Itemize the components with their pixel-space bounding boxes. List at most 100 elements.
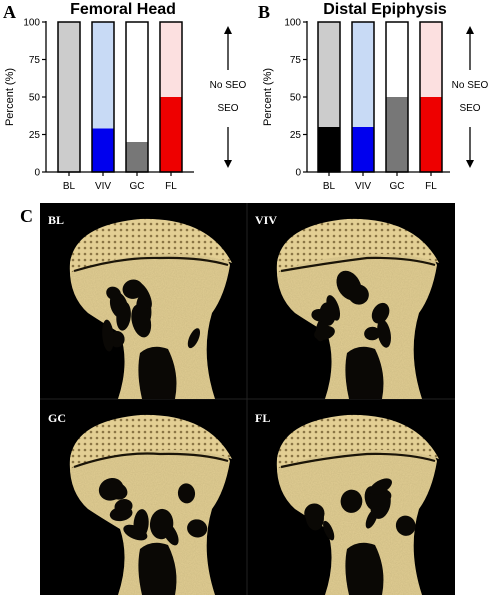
bar-no-seo-gc (386, 22, 408, 97)
marrow-cavity (345, 346, 384, 399)
x-tick-label-fl: FL (425, 181, 437, 192)
arrow-up-icon (466, 26, 474, 34)
trabecular-void (377, 319, 391, 348)
arrow-down-icon (224, 160, 232, 168)
chart-title: Distal Epiphysis (323, 1, 447, 18)
axes-distal-epiphysis: BL VIV GC FL 0 25 50 75 100 (284, 18, 450, 192)
chart-title: Femoral Head (70, 1, 176, 18)
trabecular-void (177, 483, 196, 504)
panel-letter-b: B (258, 2, 270, 22)
trabecular-void (319, 302, 336, 326)
x-tick-label-viv: VIV (95, 181, 111, 192)
x-tick-label-bl: BL (63, 181, 76, 192)
bar-seo-bl (318, 127, 340, 172)
trabecular-void (106, 286, 121, 301)
x-tick-label-gc: GC (130, 181, 145, 192)
bar-no-seo-fl (160, 22, 182, 97)
y-tick-label: 100 (284, 18, 301, 29)
trabecular-void (135, 282, 152, 310)
micro-ct-panel: BL VIV GC FL (40, 203, 455, 595)
image-label-viv: VIV (255, 213, 277, 227)
annotation-seo: SEO (459, 103, 480, 114)
bone-image-fl (276, 414, 439, 595)
x-tick-label-viv: VIV (355, 181, 371, 192)
bone-image-gc (69, 414, 232, 595)
x-tick-label-fl: FL (165, 181, 177, 192)
bar-no-seo-bl (318, 22, 340, 127)
growth-plate (280, 256, 436, 273)
bone-image-viv (276, 218, 439, 399)
y-axis-label: Percent (%) (262, 68, 274, 126)
x-tick-label-gc: GC (390, 181, 405, 192)
image-label-bl: BL (48, 213, 64, 227)
y-tick-label: 75 (290, 55, 302, 66)
trabecular-void (149, 508, 174, 540)
trabecular-void (114, 499, 133, 514)
x-tick-label-bl: BL (323, 181, 336, 192)
y-tick-label: 25 (290, 130, 302, 141)
trabecular-void (305, 503, 324, 531)
y-tick-label: 50 (290, 93, 302, 104)
bar-seo-gc (386, 97, 408, 172)
y-tick-label: 100 (23, 18, 40, 29)
trabecular-void (323, 520, 335, 541)
trabecular-void (369, 478, 392, 495)
trabecular-void (116, 301, 131, 331)
y-tick-label: 25 (29, 130, 41, 141)
bar-seo-gc (126, 142, 148, 172)
trabecular-void (187, 328, 201, 349)
bar-no-seo-viv (92, 22, 114, 129)
bar-no-seo-gc (126, 22, 148, 142)
bar-seo-viv (92, 128, 114, 172)
bars-distal-epiphysis (317, 21, 443, 173)
growth-plate (73, 452, 229, 469)
image-label-gc: GC (48, 411, 66, 425)
growth-plate (73, 256, 229, 273)
trabecular-void (348, 284, 369, 305)
bone-cap (277, 414, 439, 469)
bone-cap (277, 218, 439, 273)
trabecular-void (364, 326, 381, 341)
panel-letter-c: C (20, 206, 33, 226)
annotation-no-seo: No SEO (452, 80, 489, 91)
bone-image-bl (69, 218, 232, 399)
trabecular-void (371, 302, 390, 324)
y-tick-label: 0 (295, 168, 301, 179)
bone-images (69, 218, 439, 595)
axes-femoral-head: BL VIV GC FL 0 25 50 75 100 (23, 18, 194, 192)
trabecular-void (106, 482, 128, 500)
marrow-cavity (138, 542, 177, 595)
y-tick-label: 50 (29, 93, 41, 104)
marrow-cavity (345, 542, 384, 595)
growth-plate (280, 452, 436, 469)
trabecular-void (395, 515, 416, 536)
trabecular-void (340, 489, 363, 513)
bar-seo-fl (160, 97, 182, 172)
trabecular-void (102, 319, 114, 352)
trabecular-void (123, 524, 148, 541)
bar-no-seo-viv (352, 22, 374, 127)
image-label-fl: FL (255, 411, 270, 425)
marrow-cavity (138, 346, 177, 399)
bar-no-seo-fl (420, 22, 442, 97)
bars-femoral-head (57, 21, 183, 173)
bar-seo-bl (58, 22, 80, 172)
chart-femoral-head: Femoral Head Percent (%) BL VIV GC FL 0 25 50 7… (4, 1, 247, 192)
trabecular-void (187, 519, 208, 538)
bar-seo-fl (420, 97, 442, 172)
chart-distal-epiphysis: Distal Epiphysis Percent (%) BL VIV GC FL 0 2… (262, 1, 489, 192)
bone-cap (70, 218, 232, 273)
y-tick-label: 0 (34, 168, 40, 179)
bone-body (69, 416, 231, 595)
y-axis-label: Percent (%) (4, 68, 16, 126)
bone-cap (70, 414, 232, 469)
arrow-up-icon (224, 26, 232, 34)
annotation-seo: SEO (217, 103, 238, 114)
y-tick-label: 75 (29, 55, 41, 66)
bar-seo-viv (352, 127, 374, 172)
annotation-no-seo: No SEO (210, 80, 247, 91)
arrow-down-icon (466, 160, 474, 168)
panel-letter-a: A (3, 2, 16, 22)
